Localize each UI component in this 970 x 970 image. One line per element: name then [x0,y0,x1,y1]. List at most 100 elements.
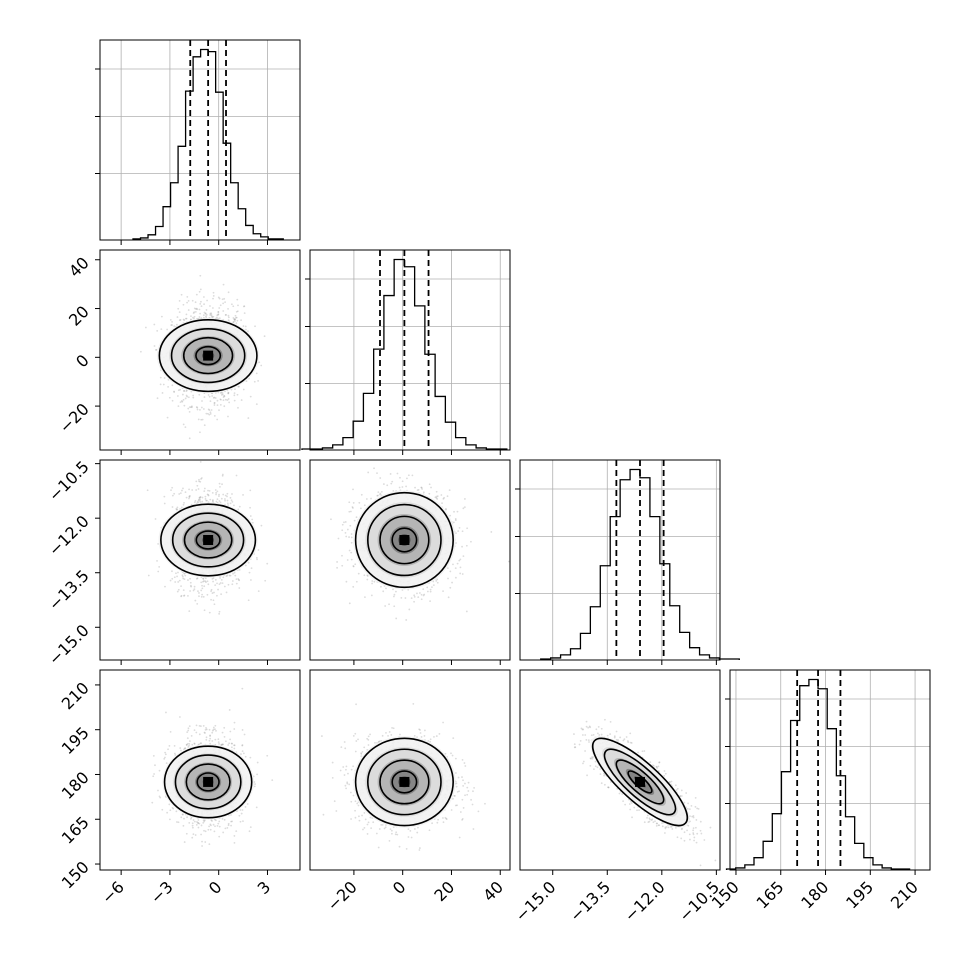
scatter-point [187,299,190,302]
scatter-point [463,506,466,509]
scatter-point [390,482,393,485]
scatter-point [146,489,149,492]
scatter-point [182,503,185,506]
scatter-point [238,587,241,589]
scatter-point [192,312,195,314]
y-tick-label: 20 [65,302,93,330]
scatter-point [465,544,468,547]
scatter-point [222,302,225,305]
scatter-point [452,521,455,524]
scatter-point [209,305,211,307]
scatter-point [456,562,459,565]
scatter-point [188,496,191,498]
scatter-point [202,580,205,582]
scatter-point [218,495,220,498]
scatter-point [392,490,395,492]
scatter-point [256,558,258,561]
scatter-point [386,484,389,487]
scatter-point [227,319,230,322]
x-tick-label: 165 [753,877,788,912]
scatter-point [222,396,225,399]
scatter-point [413,594,416,597]
scatter-point [209,498,212,501]
scatter-point [208,395,211,398]
scatter-point [398,486,401,489]
scatter-point [190,318,192,321]
scatter-point [379,493,381,496]
scatter-point [185,317,188,320]
scatter-point [187,396,190,399]
scatter-point [208,413,211,416]
scatter-point [188,406,191,409]
scatter-point [212,577,215,579]
scatter-point [154,764,156,767]
scatter-point [208,611,211,614]
scatter-point [350,551,353,554]
scatter-point [198,316,201,318]
scatter-point [193,501,196,504]
scatter-point [230,499,233,502]
scatter-point [197,488,200,490]
scatter-point [255,556,258,559]
scatter-point [173,576,176,579]
scatter-point [157,543,160,545]
scatter-point [201,500,204,503]
scatter-point [350,541,353,544]
scatter-point [210,409,213,411]
scatter-point [235,578,238,581]
scatter-point [167,386,170,388]
scatter-point [201,593,204,596]
scatter-point [198,480,200,483]
scatter-point [237,406,239,409]
scatter-point [429,590,432,593]
scatter-point [209,400,212,403]
scatter-point [219,577,222,579]
scatter-point [195,406,198,408]
scatter-point [177,571,179,574]
scatter-point [200,300,202,303]
contour-line [170,327,246,384]
scatter-point [211,500,214,502]
scatter-point [217,588,219,591]
scatter-point [223,405,226,408]
panel-content [139,274,266,440]
scatter-point [153,345,156,347]
scatter-point [420,598,423,601]
panel-1-2 [309,459,511,665]
scatter-point [227,391,230,394]
scatter-point [180,595,183,598]
scatter-point [222,283,225,286]
scatter-point [388,603,390,606]
scatter-point [212,726,215,729]
scatter-point [184,426,187,429]
scatter-point [199,408,201,411]
scatter-point [380,490,383,493]
scatter-point [166,328,169,331]
scatter-point [235,310,238,313]
scatter-point [447,596,450,599]
scatter-point [248,571,251,574]
scatter-point [199,496,202,498]
scatter-point [212,599,215,602]
scatter-point [418,592,421,594]
x-tick-label: 180 [797,877,832,912]
scatter-point [212,297,214,300]
scatter-point [187,594,189,597]
scatter-point [178,319,181,322]
scatter-point [446,495,449,498]
scatter-point [147,574,150,577]
scatter-point [203,487,206,490]
scatter-point [209,412,212,415]
scatter-point [417,596,420,598]
scatter-point [454,567,457,569]
scatter-point [436,578,439,581]
scatter-point [194,599,197,602]
scatter-point [195,480,198,483]
contour-line [183,521,233,559]
scatter-point [193,585,196,588]
scatter-point [183,594,186,597]
scatter-point [249,506,251,509]
scatter-point [341,529,344,532]
scatter-point [205,316,208,319]
